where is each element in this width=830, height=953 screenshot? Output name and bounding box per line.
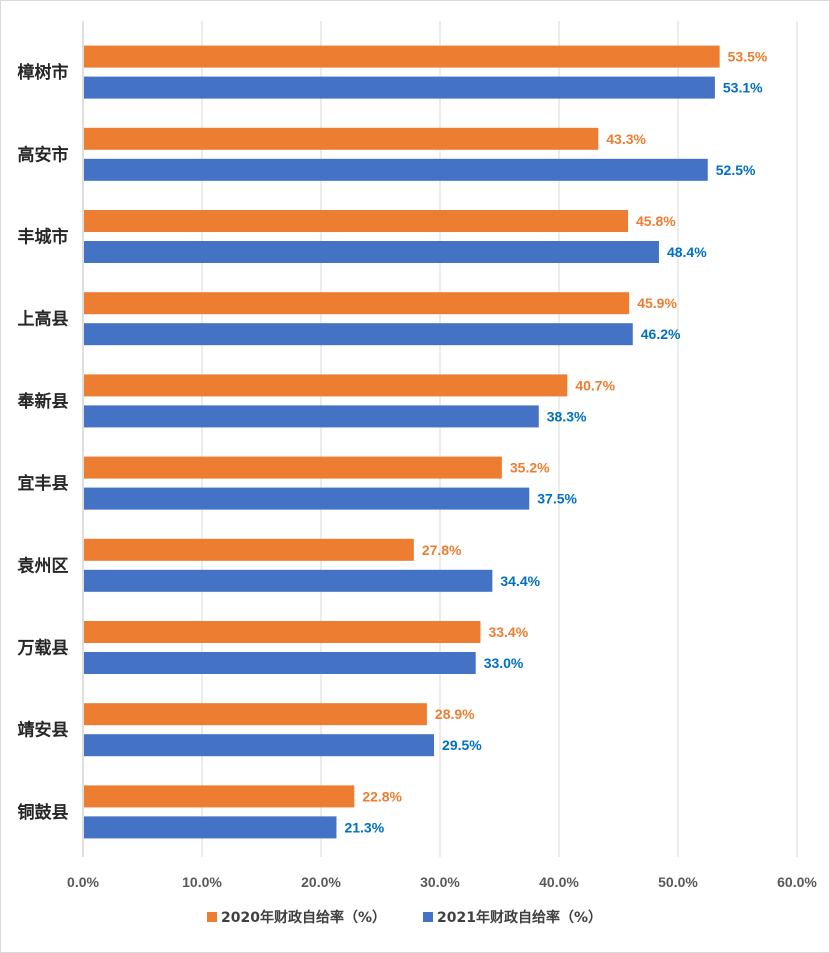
data-label: 52.5% [716, 162, 756, 178]
x-tick-label: 40.0% [539, 874, 579, 890]
bar-2021 [84, 734, 435, 757]
data-label: 35.2% [510, 460, 550, 476]
bar-2021 [84, 816, 337, 839]
bar-2021 [84, 323, 633, 346]
data-label: 53.5% [728, 49, 768, 65]
bar-2021 [84, 405, 539, 428]
bar-2020 [84, 292, 630, 315]
bar-2020 [84, 785, 355, 808]
data-label: 22.8% [362, 788, 402, 804]
data-label: 45.8% [636, 213, 676, 229]
x-tick-label: 30.0% [420, 874, 460, 890]
legend-label: 2020年财政自给率（%） [221, 909, 386, 926]
data-label: 28.9% [435, 706, 475, 722]
data-label: 27.8% [422, 542, 462, 558]
category-label: 丰城市 [18, 227, 69, 248]
data-label: 37.5% [537, 491, 577, 507]
data-label: 21.3% [344, 819, 384, 835]
bar-2020 [84, 703, 427, 726]
category-label: 靖安县 [18, 720, 69, 741]
category-label: 高安市 [18, 144, 69, 165]
category-label: 上高县 [18, 309, 69, 330]
data-label: 46.2% [641, 326, 681, 342]
data-label: 45.9% [637, 295, 677, 311]
data-label: 40.7% [575, 377, 615, 393]
category-label: 樟树市 [18, 62, 69, 83]
data-label: 33.4% [488, 624, 528, 640]
bar-2020 [84, 621, 481, 643]
bar-2021 [84, 487, 530, 510]
data-label: 34.4% [500, 573, 540, 589]
category-label: 宜丰县 [18, 473, 69, 494]
legend-swatch [423, 912, 433, 922]
category-label: 奉新县 [17, 391, 69, 412]
bar-2020 [84, 456, 502, 479]
data-label: 43.3% [606, 131, 646, 147]
category-label: 袁州区 [17, 556, 69, 576]
legend-swatch [207, 912, 217, 922]
x-tick-label: 0.0% [67, 874, 99, 890]
bar-2020 [84, 538, 414, 561]
data-label: 53.1% [723, 80, 763, 96]
category-label: 万载县 [17, 638, 69, 659]
bar-2020 [84, 374, 568, 397]
bar-2021 [84, 76, 715, 99]
data-label: 29.5% [442, 737, 482, 753]
bar-2021 [84, 158, 708, 181]
x-tick-label: 20.0% [301, 874, 341, 890]
bar-2021 [84, 241, 659, 263]
category-label: 铜鼓县 [18, 802, 69, 823]
bar-2020 [84, 210, 629, 232]
bar-2020 [84, 127, 599, 150]
legend-label: 2021年财政自给率（%） [437, 909, 602, 926]
x-tick-label: 10.0% [182, 874, 222, 890]
data-label: 48.4% [667, 244, 707, 260]
bar-2020 [84, 45, 720, 68]
x-tick-label: 50.0% [658, 874, 698, 890]
bar-2021 [84, 569, 493, 592]
bar-2021 [84, 652, 476, 674]
data-label: 33.0% [484, 655, 524, 671]
data-label: 38.3% [547, 408, 587, 424]
x-tick-label: 60.0% [777, 874, 817, 890]
